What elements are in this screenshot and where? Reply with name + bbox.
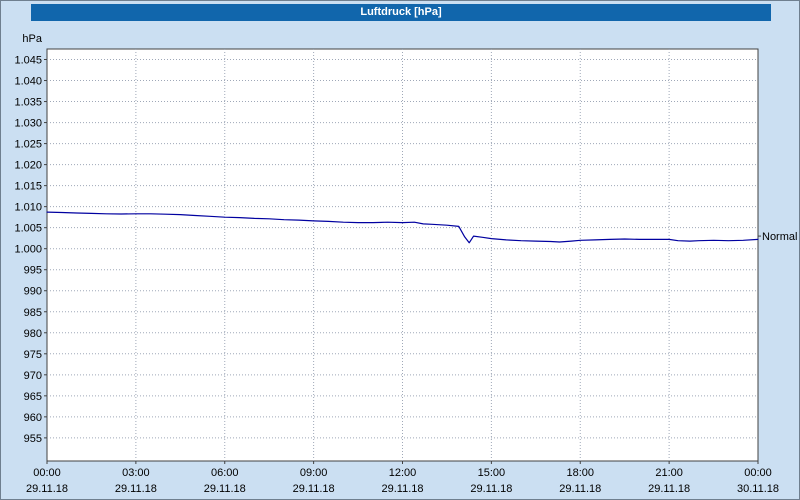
- plot-area: [46, 48, 759, 462]
- y-tick-label: 1.045: [14, 55, 42, 67]
- y-tick-label: 1.015: [14, 181, 42, 193]
- x-tick-time-label: 06:00: [211, 467, 239, 479]
- y-tick-label: 970: [24, 370, 42, 382]
- y-tick-label: 1.035: [14, 97, 42, 109]
- y-tick-label: 985: [24, 307, 42, 319]
- y-tick-label: 1.005: [14, 223, 42, 235]
- y-tick-label: 975: [24, 349, 42, 361]
- y-tick-label: 1.010: [14, 202, 42, 214]
- x-tick-date-label: 29.11.18: [559, 483, 601, 495]
- x-tick-date-label: 30.11.18: [737, 483, 779, 495]
- window-title: Luftdruck [hPa]: [31, 4, 771, 21]
- series-line-luftdruck: [46, 211, 759, 244]
- y-tick-label: 1.020: [14, 160, 42, 172]
- x-tick-time-label: 00:00: [744, 467, 772, 479]
- y-tick-label: 980: [24, 328, 42, 340]
- annotation-label: Normal: [762, 231, 797, 243]
- x-tick-time-label: 18:00: [566, 467, 594, 479]
- x-tick-date-label: 29.11.18: [381, 483, 423, 495]
- y-tick-label: 1.025: [14, 139, 42, 151]
- y-tick-label: 965: [24, 391, 42, 403]
- x-tick-date-label: 29.11.18: [26, 483, 68, 495]
- y-axis-unit-label: hPa: [22, 33, 42, 45]
- y-tick-label: 995: [24, 265, 42, 277]
- y-tick-label: 1.030: [14, 118, 42, 130]
- y-tick-label: 1.000: [14, 244, 42, 256]
- x-tick-date-label: 29.11.18: [204, 483, 246, 495]
- x-tick-date-label: 29.11.18: [293, 483, 335, 495]
- y-tick-label: 1.040: [14, 76, 42, 88]
- x-tick-date-label: 29.11.18: [648, 483, 690, 495]
- x-tick-time-label: 03:00: [122, 467, 150, 479]
- y-tick-label: 990: [24, 286, 42, 298]
- x-tick-time-label: 15:00: [478, 467, 506, 479]
- x-tick-time-label: 21:00: [655, 467, 683, 479]
- x-tick-date-label: 29.11.18: [470, 483, 512, 495]
- y-tick-label: 955: [24, 433, 42, 445]
- y-tick-label: 960: [24, 412, 42, 424]
- x-tick-time-label: 12:00: [389, 467, 417, 479]
- x-tick-time-label: 00:00: [33, 467, 61, 479]
- x-tick-date-label: 29.11.18: [115, 483, 157, 495]
- x-tick-time-label: 09:00: [300, 467, 328, 479]
